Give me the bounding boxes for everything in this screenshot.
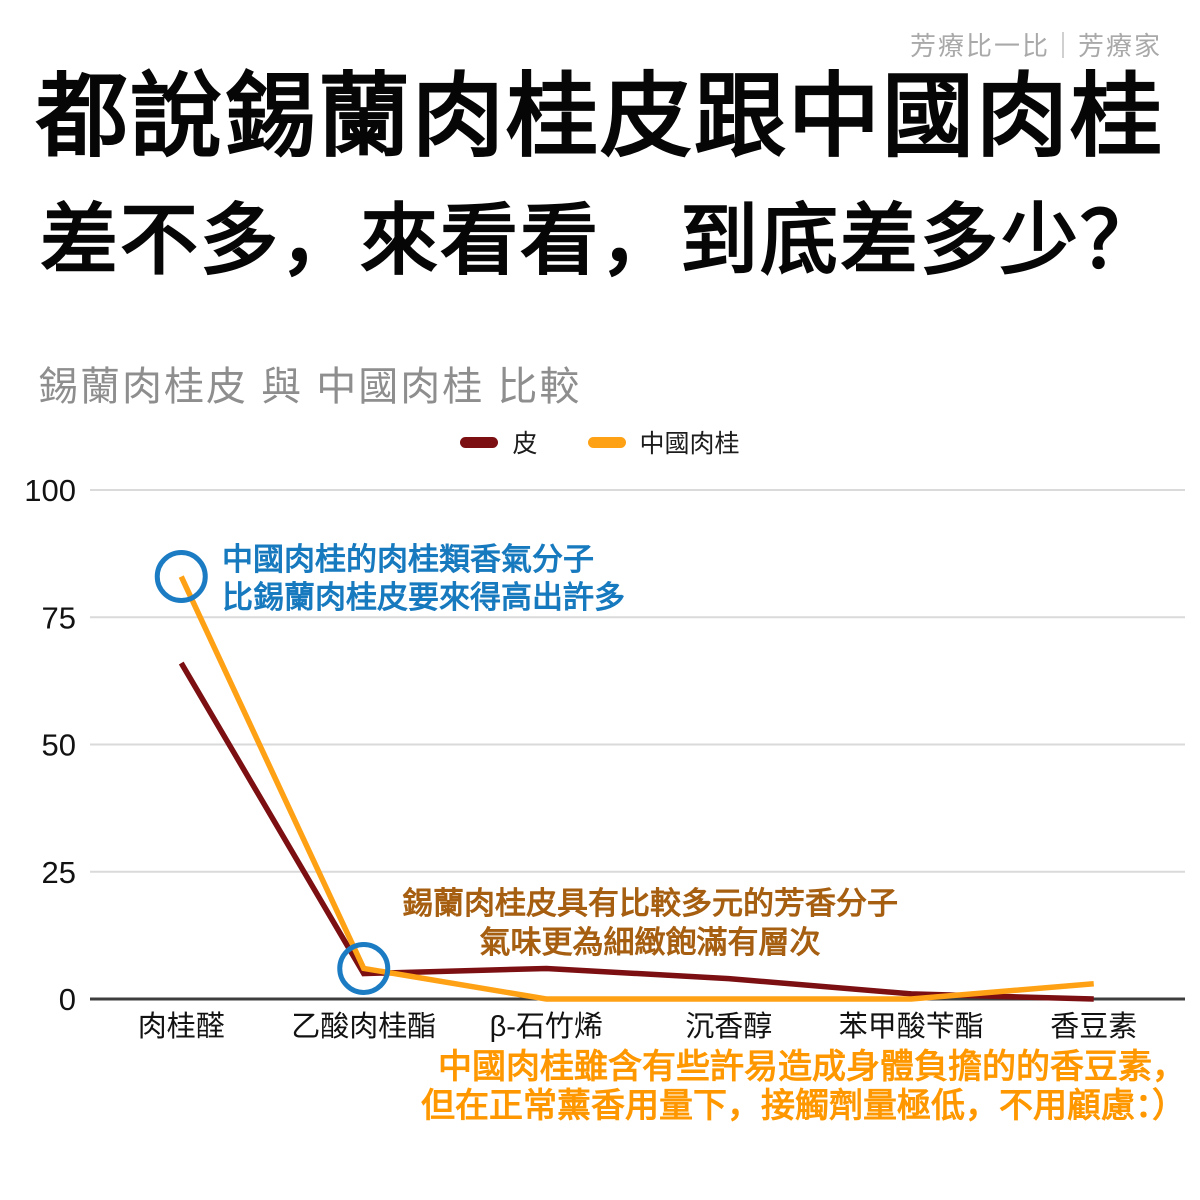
annotation-ceylon-diverse: 錫蘭肉桂皮具有比較多元的芳香分子 氣味更為細緻飽滿有層次 [310,884,990,962]
annotation-coumarin-note: 中國肉桂雖含有些許易造成身體負擔的的香豆素， 但在正常薰香用量下，接觸劑量極低，… [421,1048,1186,1126]
annotation-coumarin-note-line2: 但在正常薰香用量下，接觸劑量極低，不用顧慮：） [421,1087,1186,1125]
x-tick-label: 香豆素 [1050,1010,1137,1043]
annotation-coumarin-note-line1: 中國肉桂雖含有些許易造成身體負擔的的香豆素， [438,1048,1186,1086]
y-tick-label: 75 [42,600,76,635]
x-tick-label: 肉桂醛 [138,1010,225,1043]
x-axis-category-labels: 肉桂醛 乙酸肉桂酯 β-石竹烯 沉香醇 苯甲酸苄酯 香豆素 [138,1010,1138,1043]
legend-label-ceylon: 皮 [512,430,538,458]
annotation-cassia-high: 中國肉桂的肉桂類香氣分子 比錫蘭肉桂皮要來得高出許多 [222,541,625,617]
legend-item-ceylon: 皮 [460,424,538,460]
annotation-ceylon-diverse-line2: 氣味更為細緻飽滿有層次 [479,925,821,960]
highlight-circle-1 [154,550,208,604]
y-tick-label: 25 [42,855,76,890]
legend-swatch-ceylon [460,436,499,448]
x-tick-label: 乙酸肉桂酯 [291,1010,436,1043]
y-tick-label: 0 [59,982,76,1017]
y-tick-label: 100 [24,473,76,508]
headline-line2: 差不多，來看看，到底差多少？ [39,196,1160,284]
y-axis-tick-labels: 0 25 50 75 100 [24,473,76,1017]
watermark: 芳療比一比｜芳療家 [909,31,1162,61]
x-tick-label: β-石竹烯 [490,1010,603,1043]
headline: 都說錫蘭肉桂皮跟中國肉桂 差不多，來看看，到底差多少？ [0,52,1200,298]
y-tick-label: 50 [42,728,76,763]
annotation-cassia-high-line2: 比錫蘭肉桂皮要來得高出許多 [222,580,625,615]
highlight-circle-2 [337,941,391,995]
line-chart: 0 25 50 75 100 肉桂醛 乙酸肉桂酯 β-石竹烯 沉香醇 苯甲酸苄酯 香豆素 [24,473,1185,1043]
x-tick-label: 苯甲酸苄酯 [839,1010,984,1043]
legend-swatch-cassia [587,436,626,448]
annotation-cassia-high-line1: 中國肉桂的肉桂類香氣分子 [222,542,594,577]
annotation-ceylon-diverse-line1: 錫蘭肉桂皮具有比較多元的芳香分子 [402,886,898,921]
legend-label-cassia: 中國肉桂 [639,430,740,458]
chart-title: 錫蘭肉桂皮 與 中國肉桂 比較 [38,365,582,409]
chart-legend: 皮 中國肉桂 [0,424,1200,460]
headline-line1: 都說錫蘭肉桂皮跟中國肉桂 [35,66,1164,168]
legend-item-cassia: 中國肉桂 [587,424,740,460]
series-line-1 [178,575,1094,1002]
x-tick-label: 沉香醇 [685,1010,772,1043]
